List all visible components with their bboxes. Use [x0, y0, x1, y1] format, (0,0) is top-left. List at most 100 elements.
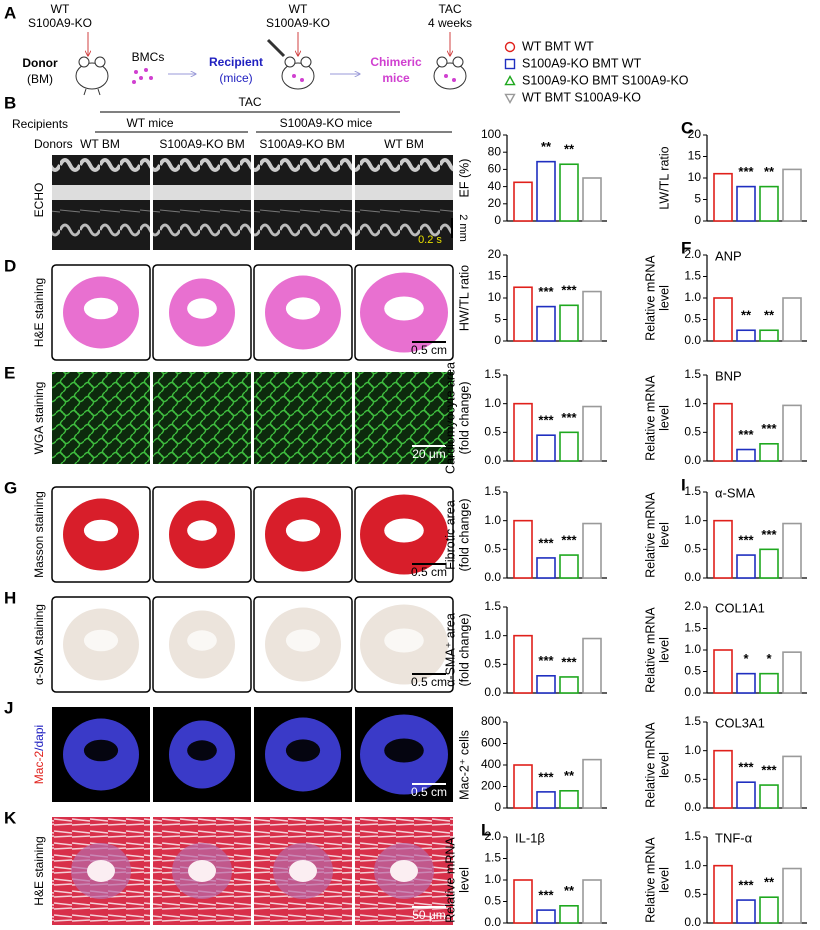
panel-letter: J: [4, 698, 13, 717]
y-tick-label: 20: [688, 127, 702, 141]
y-tick-label: 2.0: [684, 599, 701, 613]
mouse-icon: [433, 56, 467, 90]
donor-genotype: S100A9-KO: [28, 16, 92, 30]
bar: [536, 160, 556, 222]
lumen: [187, 630, 217, 651]
lumen: [83, 297, 119, 320]
y-tick-label: 200: [481, 779, 501, 793]
y-axis-label: Cardiomyocyte area: [443, 362, 457, 474]
y-tick-label: 1.5: [684, 484, 701, 498]
lumen: [384, 628, 424, 653]
lumen: [83, 739, 119, 762]
significance: **: [741, 308, 752, 323]
scale-label: 0.5 cm: [411, 565, 447, 579]
chart-title: COL1A1: [715, 600, 765, 615]
y-tick-label: 0.0: [684, 453, 701, 467]
y-tick-label: 0.5: [484, 657, 501, 671]
lumen: [285, 739, 321, 762]
echo-image: [153, 155, 251, 250]
y-tick-label: 0.0: [484, 685, 501, 699]
lumen: [187, 520, 217, 541]
lumen: [187, 740, 217, 761]
bar: [736, 448, 756, 462]
y-axis-label: Relative mRNA: [643, 837, 657, 923]
bar: [513, 634, 533, 694]
significance: ***: [561, 533, 577, 548]
y-tick-label: 1.0: [684, 642, 701, 656]
bar: [736, 185, 756, 222]
y-axis-label: level: [657, 867, 671, 893]
bar: [582, 522, 602, 579]
y-tick-label: 80: [488, 144, 502, 158]
y-tick-label: 5: [494, 312, 501, 326]
y-tick-label: 1.5: [484, 851, 501, 865]
y-tick-label: 0.0: [684, 685, 701, 699]
bar: [559, 554, 579, 579]
scale-label: 20 μm: [412, 447, 446, 461]
y-axis-label: HW/TL ratio: [457, 265, 471, 331]
bar: [559, 163, 579, 222]
bar: [782, 522, 802, 579]
bar: [782, 404, 802, 462]
donors-label: Donors: [34, 137, 73, 151]
recipient-sub: (mice): [219, 71, 252, 85]
y-axis-label: Relative mRNA: [643, 255, 657, 341]
marker: [504, 93, 516, 104]
panel-letter: G: [4, 478, 17, 497]
bar: [536, 434, 556, 462]
y-tick-label: 1.0: [484, 872, 501, 886]
bar: [582, 177, 602, 222]
depth-scale: 2 mm: [457, 214, 469, 242]
panel-letter: L: [481, 820, 491, 839]
treatment: TAC: [238, 95, 261, 109]
image: [153, 372, 251, 464]
y-axis-label: level: [457, 867, 471, 893]
bar: [759, 442, 779, 462]
lumen: [384, 738, 424, 763]
time-scale: 0.2 s: [418, 234, 442, 246]
y-axis-label: level: [657, 522, 671, 548]
y-axis-label: LW/TL ratio: [657, 146, 671, 209]
y-axis-label: (fold change): [457, 382, 471, 455]
bar: [536, 305, 556, 342]
lumen: [83, 629, 119, 652]
y-axis-label: EF (%): [457, 159, 471, 198]
significance: ***: [538, 653, 554, 668]
y-tick-label: 0.5: [684, 664, 701, 678]
y-tick-label: 1.0: [484, 396, 501, 410]
significance: ***: [538, 888, 554, 903]
lumen: [384, 296, 424, 321]
lumen: [187, 298, 217, 319]
y-tick-label: 1.0: [684, 290, 701, 304]
significance: **: [764, 164, 775, 179]
bar: [736, 672, 756, 694]
significance: **: [564, 142, 575, 157]
bar: [736, 899, 756, 924]
bar: [759, 548, 779, 579]
echo-image: [355, 155, 453, 250]
image: [254, 372, 352, 464]
y-tick-label: 0.5: [484, 894, 501, 908]
y-tick-label: 1.5: [684, 621, 701, 635]
y-tick-label: 0.0: [484, 915, 501, 929]
donor-genotype: WT: [51, 2, 70, 16]
significance: ***: [538, 535, 554, 550]
significance: ***: [761, 763, 777, 778]
y-tick-label: 0.5: [684, 425, 701, 439]
y-tick-label: 15: [688, 149, 702, 163]
bar: [713, 649, 733, 694]
bar: [536, 909, 556, 924]
bar: [582, 879, 602, 924]
bar: [782, 867, 802, 924]
y-axis-label: Mac-2⁺ cells: [457, 730, 471, 800]
vessel-lumen: [87, 860, 115, 882]
significance: ***: [538, 769, 554, 784]
donor: S100A9-KO BM: [259, 137, 344, 151]
y-axis-label: α-SMA⁺ area: [443, 613, 457, 687]
bar: [713, 864, 733, 924]
bar: [759, 185, 779, 222]
vessel-lumen: [289, 860, 317, 882]
bar: [513, 519, 533, 579]
significance: ***: [738, 760, 754, 775]
